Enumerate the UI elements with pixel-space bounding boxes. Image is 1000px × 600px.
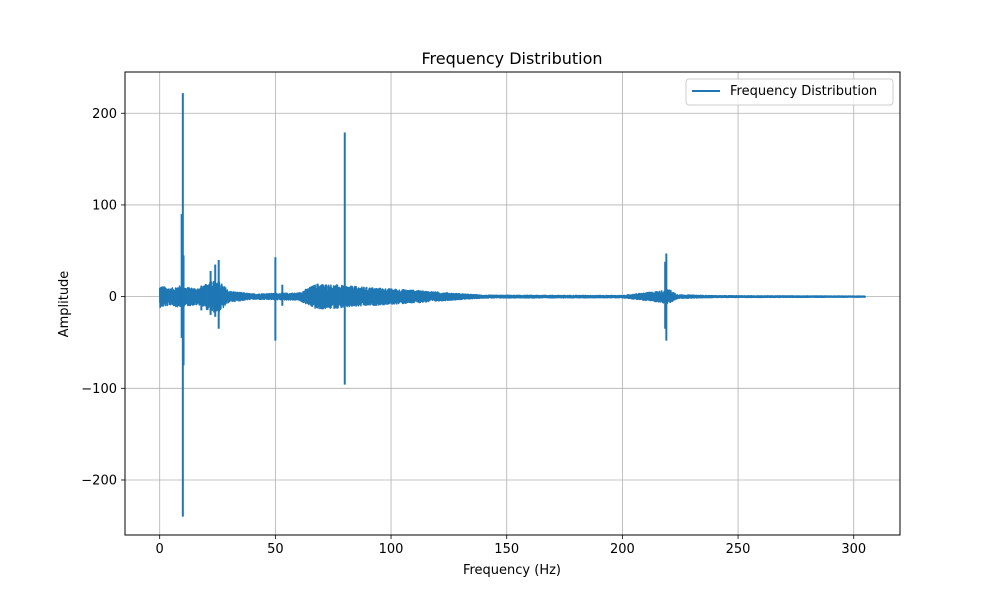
x-tick-label: 0 <box>156 542 164 557</box>
axes-frame <box>124 71 901 536</box>
y-tick-label: 100 <box>92 198 117 213</box>
x-tick-label: 50 <box>267 542 284 557</box>
ticks: 0 50 100 150 200 250 300 −200 −100 0 100 200 <box>81 107 866 557</box>
chart-title: Frequency Distribution <box>421 49 602 68</box>
y-tick-label: 0 <box>109 290 117 305</box>
legend-label: Frequency Distribution <box>730 84 877 99</box>
y-tick-label: −100 <box>81 382 117 397</box>
x-tick-label: 300 <box>841 542 866 557</box>
y-tick-label: −200 <box>81 473 117 488</box>
legend: Frequency Distribution <box>685 78 894 106</box>
series-layer <box>158 93 867 517</box>
x-tick-label: 200 <box>610 542 635 557</box>
x-tick-label: 250 <box>726 542 751 557</box>
x-tick-label: 150 <box>494 542 519 557</box>
y-axis-label: Amplitude <box>57 271 72 338</box>
x-tick-label: 100 <box>379 542 404 557</box>
x-axis-label: Frequency (Hz) <box>463 563 561 578</box>
series-line <box>158 280 867 313</box>
legend-box <box>685 78 894 106</box>
y-tick-label: 200 <box>92 107 117 122</box>
